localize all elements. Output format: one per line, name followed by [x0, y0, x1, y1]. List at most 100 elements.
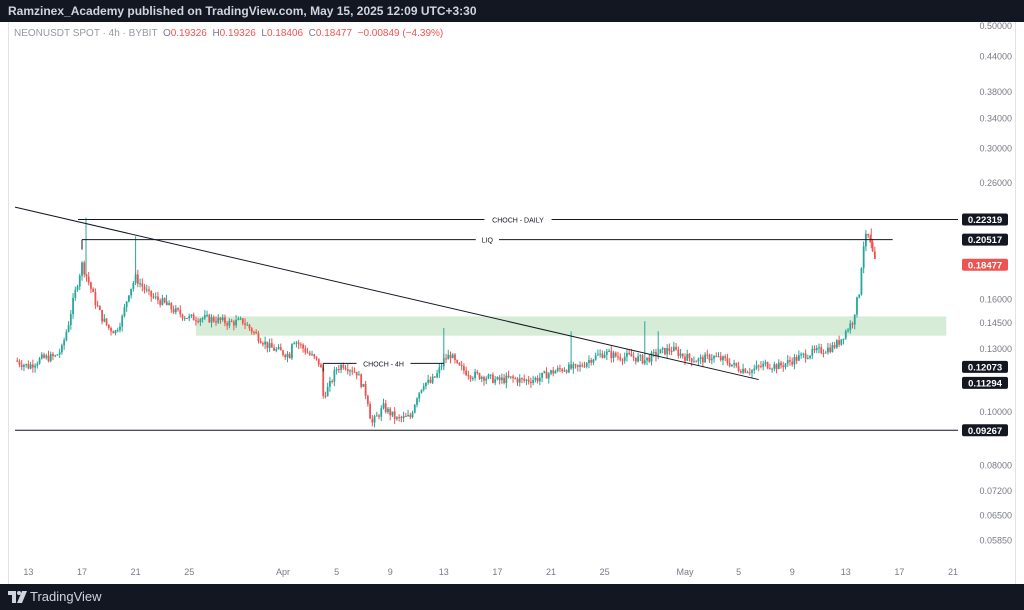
- candle-body: [297, 342, 300, 345]
- candle-body: [266, 341, 269, 348]
- candle-body: [601, 353, 604, 358]
- candle-body: [795, 356, 798, 361]
- price-tag: [962, 233, 1008, 246]
- candle-body: [800, 354, 803, 356]
- candle-body: [588, 360, 590, 364]
- candle-body: [90, 282, 92, 289]
- candle-body: [579, 365, 581, 367]
- price-chart[interactable]: CHOCH - DAILY LIQ CHOCH - 4H 0.50000 0.44000…: [0, 22, 1024, 584]
- candle-body: [655, 351, 657, 357]
- candle-body: [206, 314, 208, 316]
- candle-body: [246, 324, 249, 326]
- candle-body: [594, 355, 597, 360]
- candle-body: [766, 362, 769, 369]
- level-label-liq: LIQ: [482, 238, 494, 245]
- candle-body: [43, 354, 45, 358]
- candle-body: [467, 375, 470, 377]
- candle-body: [871, 242, 874, 252]
- price-tag: [962, 258, 1008, 271]
- ohlc-values: O0.19326 H0.19326 L0.18406 C0.18477 −0.0…: [162, 28, 444, 39]
- y-tick-label: 0.44000: [979, 52, 1012, 62]
- candle-body: [822, 352, 825, 354]
- candle-body: [552, 370, 555, 374]
- candle-body: [342, 364, 345, 368]
- candle-body: [382, 403, 385, 409]
- candle-body: [786, 360, 789, 364]
- price-tag: [962, 376, 1008, 389]
- candle-body: [221, 317, 224, 321]
- candle-body: [474, 371, 476, 378]
- y-tick-label: 0.14500: [979, 318, 1012, 328]
- candle-body: [543, 371, 546, 373]
- candle-body: [107, 324, 110, 329]
- candle-body: [136, 274, 139, 284]
- candle-body: [101, 309, 103, 322]
- candle-body: [773, 364, 776, 369]
- candle-body: [746, 372, 749, 374]
- candle-body: [690, 358, 693, 362]
- candle-body: [585, 363, 588, 367]
- candle-body: [483, 376, 485, 381]
- candle-body: [668, 348, 671, 351]
- candle-body: [284, 354, 287, 358]
- candle-body: [701, 357, 704, 363]
- candle-body: [652, 351, 655, 353]
- x-tick-label: 5: [334, 567, 339, 577]
- candle-body: [592, 359, 595, 363]
- candle-body: [538, 377, 541, 382]
- candle-body: [237, 318, 240, 320]
- candle-body: [197, 321, 200, 323]
- candle-body: [78, 275, 81, 287]
- candle-body: [253, 331, 255, 333]
- candle-body: [264, 341, 267, 345]
- candle-body: [67, 325, 70, 332]
- candle-body: [809, 355, 811, 359]
- candle-body: [791, 361, 794, 365]
- candle-body: [751, 370, 753, 373]
- candle-body: [496, 377, 499, 380]
- candle-body: [847, 330, 849, 332]
- candle-body: [76, 286, 79, 290]
- candle-body: [429, 379, 432, 383]
- price-tag: [962, 424, 1008, 437]
- candle-body: [637, 356, 639, 362]
- candle-body: [500, 377, 503, 381]
- candle-body: [306, 352, 309, 354]
- candle-body: [92, 288, 95, 293]
- candle-body: [762, 363, 765, 367]
- candle-body: [119, 326, 121, 331]
- candle-body: [163, 298, 166, 303]
- candle-body: [407, 414, 409, 417]
- candle-body: [623, 356, 626, 361]
- candle-body: [460, 365, 463, 367]
- candle-body: [27, 364, 30, 369]
- candle-body: [358, 374, 360, 376]
- candle-body: [693, 361, 695, 363]
- candle-body: [23, 365, 25, 367]
- candle-body: [563, 370, 566, 372]
- candle-body: [112, 331, 115, 334]
- candle-body: [148, 289, 150, 291]
- publisher-text: Ramzinex_Academy published on TradingVie…: [8, 4, 477, 18]
- candle-body: [201, 318, 204, 320]
- x-tick-label: 13: [23, 567, 33, 577]
- candle-body: [806, 358, 809, 360]
- candle-body: [789, 360, 791, 362]
- level-label-bg: [356, 358, 411, 369]
- candle-body: [16, 360, 19, 362]
- candle-body: [114, 330, 117, 334]
- candle-body: [139, 283, 141, 285]
- candle-body: [621, 359, 624, 361]
- candle-body: [65, 331, 68, 341]
- x-tick-label: 13: [439, 567, 449, 577]
- candle-body: [646, 357, 648, 361]
- candle-body: [842, 338, 845, 340]
- candle-body: [831, 345, 834, 352]
- candle-body: [813, 348, 816, 351]
- candle-body: [154, 296, 157, 298]
- candle-body: [559, 368, 561, 370]
- candle-body: [748, 372, 751, 374]
- candle-body: [820, 347, 823, 353]
- candle-body: [617, 356, 619, 358]
- y-tick-label: 0.26000: [979, 178, 1012, 188]
